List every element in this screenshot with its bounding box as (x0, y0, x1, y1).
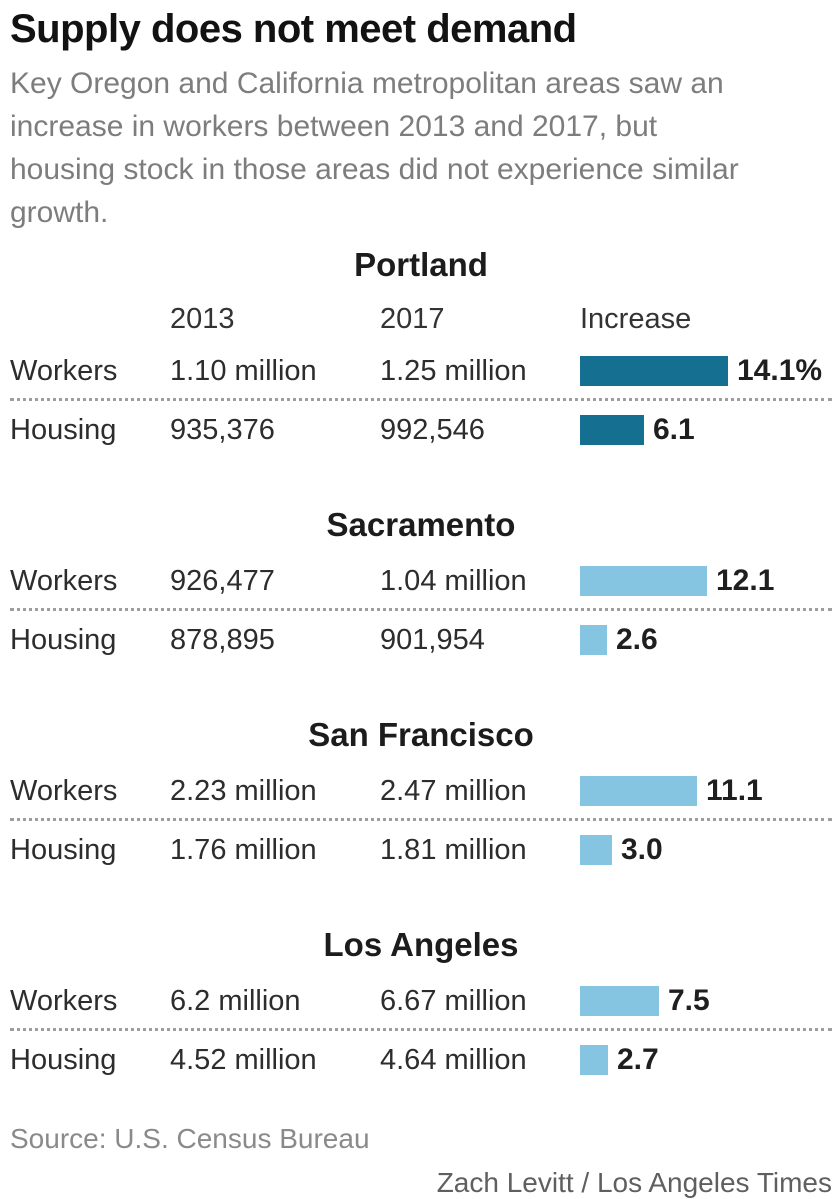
dotted-divider (10, 608, 832, 611)
increase-value: 7.5 (668, 984, 710, 1017)
increase-cell: 2.6 (580, 623, 832, 657)
table-row-housing: Housing 935,376 992,546 6.1 (10, 411, 832, 449)
dotted-divider (10, 398, 832, 401)
table-row-housing: Housing 878,895 901,954 2.6 (10, 621, 832, 659)
value-2017: 901,954 (380, 623, 485, 656)
table-row-housing: Housing 1.76 million 1.81 million 3.0 (10, 831, 832, 869)
city-title: Los Angeles (323, 926, 519, 963)
value-2017: 1.04 million (380, 564, 527, 597)
increase-bar (580, 835, 612, 865)
increase-value: 6.1 (653, 413, 695, 446)
increase-bar (580, 776, 697, 806)
city-section-san-francisco: San Francisco Workers 2.23 million 2.47 … (10, 716, 832, 869)
increase-bar (580, 356, 728, 386)
increase-cell: 11.1 (580, 774, 832, 808)
value-2013: 1.10 million (170, 354, 317, 387)
value-2017: 992,546 (380, 413, 485, 446)
chart-subtitle: Key Oregon and California metropolitan a… (10, 67, 739, 229)
column-headers: 2013 2017 Increase (10, 302, 832, 336)
row-label: Workers (10, 564, 118, 597)
source-note: Source: U.S. Census Bureau (10, 1123, 370, 1154)
value-2017: 1.81 million (380, 833, 527, 866)
page-title: Supply does not meet demand (10, 7, 577, 51)
row-label: Housing (10, 833, 117, 866)
table-row-workers: Workers 6.2 million 6.67 million 7.5 (10, 982, 832, 1020)
increase-bar (580, 415, 644, 445)
table-row-housing: Housing 4.52 million 4.64 million 2.7 (10, 1041, 832, 1079)
table-row-workers: Workers 2.23 million 2.47 million 11.1 (10, 772, 832, 810)
increase-value: 14.1% (737, 354, 823, 387)
value-2013: 6.2 million (170, 984, 301, 1017)
row-label: Workers (10, 354, 118, 387)
city-title: Portland (354, 246, 488, 283)
increase-value: 12.1 (716, 564, 775, 597)
row-label: Housing (10, 1043, 117, 1076)
increase-bar (580, 566, 707, 596)
city-title: Sacramento (326, 506, 516, 543)
column-header-increase: Increase (580, 303, 692, 335)
value-2013: 926,477 (170, 564, 275, 597)
table-row-workers: Workers 1.10 million 1.25 million 14.1% (10, 352, 832, 390)
increase-cell: 12.1 (580, 564, 832, 598)
value-2017: 4.64 million (380, 1043, 527, 1076)
value-2013: 1.76 million (170, 833, 317, 866)
city-title: San Francisco (308, 716, 534, 753)
increase-value: 3.0 (621, 833, 663, 866)
row-label: Housing (10, 623, 117, 656)
city-section-portland: Portland 2013 2017 Increase Workers 1.10… (10, 246, 832, 449)
dotted-divider (10, 1028, 832, 1031)
value-2013: 935,376 (170, 413, 275, 446)
row-label: Workers (10, 774, 118, 807)
increase-cell: 6.1 (580, 413, 832, 447)
value-2013: 878,895 (170, 623, 275, 656)
row-label: Housing (10, 413, 117, 446)
increase-bar (580, 986, 659, 1016)
city-section-los-angeles: Los Angeles Workers 6.2 million 6.67 mil… (10, 926, 832, 1079)
row-label: Workers (10, 984, 118, 1017)
value-2017: 2.47 million (380, 774, 527, 807)
increase-cell: 2.7 (580, 1043, 832, 1077)
byline-credit: Zach Levitt / Los Angeles Times (436, 1167, 832, 1198)
increase-bar (580, 1045, 608, 1075)
increase-cell: 14.1% (580, 354, 832, 388)
dotted-divider (10, 818, 832, 821)
increase-cell: 3.0 (580, 833, 832, 867)
column-header-2017: 2017 (380, 303, 445, 335)
table-row-workers: Workers 926,477 1.04 million 12.1 (10, 562, 832, 600)
value-2017: 6.67 million (380, 984, 527, 1017)
value-2013: 2.23 million (170, 774, 317, 807)
column-header-2013: 2013 (170, 303, 235, 335)
increase-bar (580, 625, 607, 655)
increase-value: 2.7 (617, 1043, 659, 1076)
increase-cell: 7.5 (580, 984, 832, 1018)
increase-value: 11.1 (706, 774, 763, 807)
increase-value: 2.6 (616, 623, 658, 656)
city-section-sacramento: Sacramento Workers 926,477 1.04 million … (10, 506, 832, 659)
value-2017: 1.25 million (380, 354, 527, 387)
value-2013: 4.52 million (170, 1043, 317, 1076)
